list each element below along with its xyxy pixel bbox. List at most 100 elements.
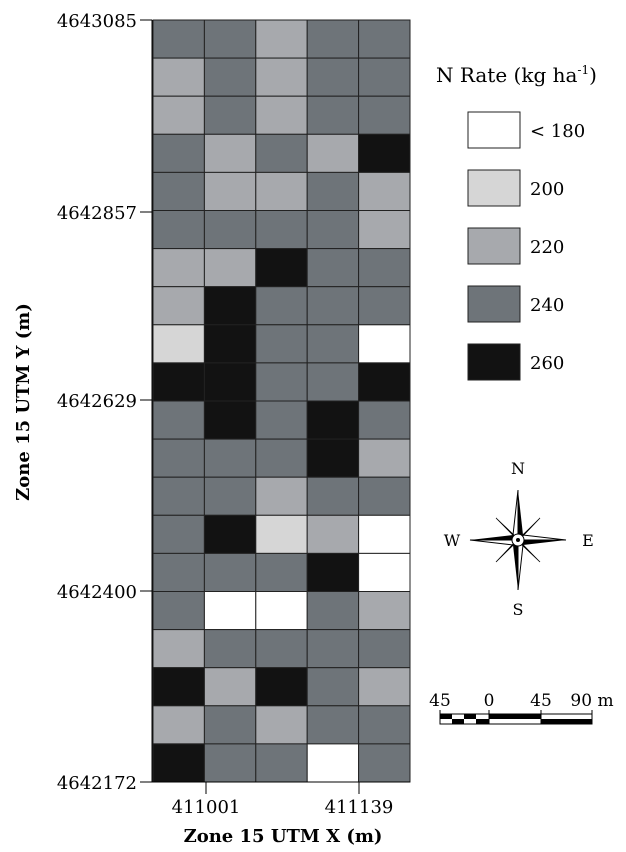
legend-swatch-220 <box>467 227 521 265</box>
x-tick-label-1: 411001 <box>172 797 241 818</box>
grid-cell-r15-c1 <box>152 552 205 593</box>
rate-grid <box>152 19 411 783</box>
scale-bar: 45 0 45 90 m <box>429 691 614 725</box>
legend-swatch-260 <box>467 343 521 381</box>
compass-east-label: E <box>582 531 594 550</box>
grid-cell-r11-c3 <box>255 400 308 440</box>
y-tick-label-4: 4642400 <box>57 582 137 603</box>
grid-cell-r1-c3 <box>255 19 308 59</box>
grid-cell-r4-c5 <box>358 133 411 173</box>
legend-label-220: 220 <box>530 237 564 258</box>
grid-cell-r8-c5 <box>358 286 411 326</box>
x-axis-title: Zone 15 UTM X (m) <box>184 826 383 847</box>
grid-cell-r8-c2 <box>203 286 257 326</box>
grid-cell-r3-c1 <box>152 95 205 135</box>
grid-cell-r19-c1 <box>152 705 205 745</box>
grid-cell-r16-c4 <box>306 591 360 631</box>
grid-cell-r14-c2 <box>203 514 257 554</box>
legend: N Rate (kg ha-1) < 180 200 220 240 260 <box>436 63 597 381</box>
grid-cell-r7-c5 <box>358 248 411 288</box>
grid-cell-r7-c1 <box>152 248 205 288</box>
grid-cell-r17-c4 <box>306 629 360 669</box>
grid-cell-r18-c3 <box>255 667 308 707</box>
compass-west-label: W <box>444 531 461 550</box>
legend-label-260: 260 <box>530 353 564 374</box>
grid-cell-r6-c3 <box>255 210 308 250</box>
scale-label-1: 45 <box>429 691 451 711</box>
grid-cell-r10-c2 <box>203 362 257 402</box>
scale-label-2: 0 <box>484 691 495 711</box>
y-axis: 4643085 4642857 4642629 4642400 4642172 … <box>13 11 153 794</box>
grid-cell-r2-c1 <box>152 57 205 97</box>
grid-cell-r6-c2 <box>203 210 257 250</box>
grid-cell-r18-c5 <box>358 667 411 707</box>
legend-label-200: 200 <box>530 179 564 200</box>
grid-cell-r13-c4 <box>306 476 360 516</box>
legend-label-240: 240 <box>530 295 564 316</box>
grid-cell-r3-c2 <box>203 95 257 135</box>
grid-cell-r16-c2 <box>203 591 257 631</box>
grid-cell-r14-c5 <box>358 514 411 554</box>
grid-cell-r18-c4 <box>306 667 360 707</box>
grid-cell-r9-c5 <box>358 324 411 364</box>
grid-cell-r20-c4 <box>306 743 360 783</box>
grid-cell-r2-c3 <box>255 57 308 97</box>
grid-cell-r5-c2 <box>203 171 257 211</box>
grid-cell-r20-c1 <box>152 743 205 783</box>
grid-cell-r8-c3 <box>255 286 308 326</box>
grid-cell-r11-c5 <box>358 400 411 440</box>
grid-cell-r9-c1 <box>152 324 205 364</box>
grid-cell-r4-c3 <box>255 133 308 173</box>
legend-title: N Rate (kg ha-1) <box>436 63 597 87</box>
grid-cell-r13-c1 <box>152 476 205 516</box>
grid-cell-r5-c3 <box>255 171 308 211</box>
grid-cell-r4-c4 <box>306 133 360 173</box>
grid-cell-r3-c3 <box>255 95 308 135</box>
grid-cell-r20-c3 <box>255 743 308 783</box>
grid-cell-r14-c4 <box>306 514 360 554</box>
grid-cell-r7-c2 <box>203 248 257 288</box>
legend-label-180: < 180 <box>530 121 585 142</box>
grid-cell-r3-c5 <box>358 95 411 135</box>
grid-cell-r19-c3 <box>255 705 308 745</box>
grid-cell-r14-c1 <box>152 514 205 554</box>
grid-cell-r10-c1 <box>152 362 205 402</box>
grid-cell-r1-c1 <box>152 19 205 59</box>
grid-cell-r19-c4 <box>306 705 360 745</box>
y-tick-label-5: 4642172 <box>57 773 137 794</box>
grid-cell-r11-c2 <box>203 400 257 440</box>
grid-cell-r15-c4 <box>306 552 360 593</box>
grid-cell-r14-c3 <box>255 514 308 554</box>
grid-cell-r1-c5 <box>358 19 411 59</box>
scale-label-3: 45 <box>530 691 552 711</box>
grid-cell-r10-c4 <box>306 362 360 402</box>
grid-cell-r17-c1 <box>152 629 205 669</box>
scale-label-4: 90 m <box>570 691 613 711</box>
grid-cell-r15-c5 <box>358 552 411 593</box>
y-tick-label-2: 4642857 <box>57 203 137 224</box>
grid-cell-r13-c5 <box>358 476 411 516</box>
grid-cell-r17-c5 <box>358 629 411 669</box>
grid-cell-r18-c2 <box>203 667 257 707</box>
grid-cell-r12-c3 <box>255 438 308 478</box>
grid-cell-r2-c4 <box>306 57 360 97</box>
grid-cell-r16-c3 <box>255 591 308 631</box>
grid-cell-r9-c4 <box>306 324 360 364</box>
grid-cell-r5-c1 <box>152 171 205 211</box>
grid-cell-r19-c5 <box>358 705 411 745</box>
grid-cell-r4-c1 <box>152 133 205 173</box>
grid-cell-r8-c4 <box>306 286 360 326</box>
grid-cell-r16-c1 <box>152 591 205 631</box>
grid-cell-r12-c1 <box>152 438 205 478</box>
grid-cell-r12-c5 <box>358 438 411 478</box>
grid-cell-r18-c1 <box>152 667 205 707</box>
grid-cell-r10-c3 <box>255 362 308 402</box>
compass-rose-icon <box>469 489 567 591</box>
grid-cell-r5-c5 <box>358 171 411 211</box>
grid-cell-r8-c1 <box>152 286 205 326</box>
x-tick-label-2: 411139 <box>325 797 394 818</box>
legend-swatch-240 <box>467 285 521 323</box>
grid-cell-r15-c3 <box>255 552 308 593</box>
compass-south-label: S <box>513 600 524 619</box>
grid-cell-r1-c4 <box>306 19 360 59</box>
